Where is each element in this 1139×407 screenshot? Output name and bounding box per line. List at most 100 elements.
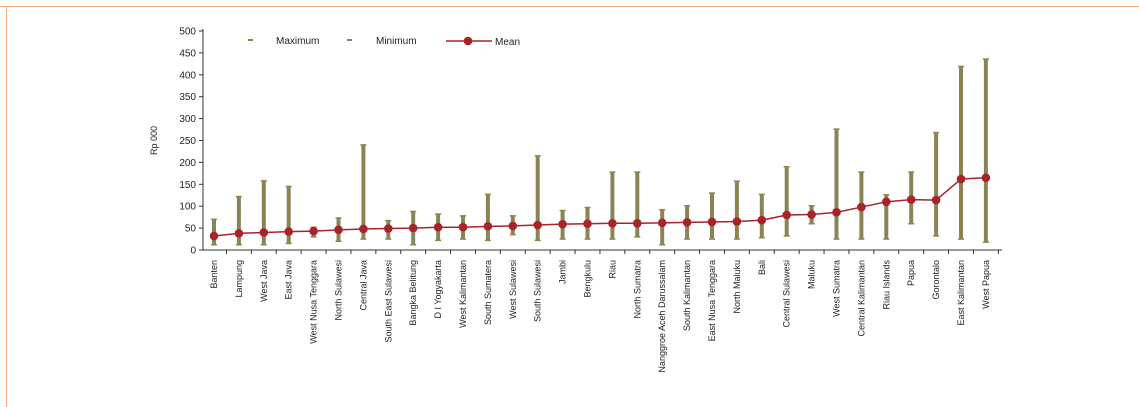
x-tick-label: North Sumatra	[632, 260, 642, 319]
x-tick-label: Nanggroe Aceh Darussalam	[657, 260, 667, 373]
y-tick-label: 200	[179, 158, 196, 169]
mean-point	[657, 218, 667, 228]
x-tick-label: South Sumatera	[483, 260, 493, 325]
mean-point	[334, 225, 343, 235]
mean-line	[213, 176, 986, 237]
mean-point	[533, 220, 542, 230]
mean-point	[906, 195, 916, 204]
mean-point	[558, 219, 567, 229]
mean-point	[782, 210, 791, 220]
y-tick-label: 300	[179, 114, 196, 125]
range-bar	[485, 194, 490, 241]
range-bar	[286, 186, 291, 244]
x-tick-label: South Kalimantan	[682, 260, 692, 331]
frame-left-border	[6, 6, 7, 407]
mean-point	[807, 210, 816, 219]
x-tick-label: North Maluku	[732, 260, 742, 314]
x-tick-label: East Kalimantan	[956, 260, 966, 326]
x-tick-label: West Sumatra	[832, 260, 842, 317]
x-tick-label: D I Yogyakarta	[433, 260, 443, 319]
range-bar	[934, 132, 939, 236]
range-bars	[211, 58, 989, 246]
x-tick-label: West Java	[259, 260, 269, 302]
mean-point	[857, 202, 866, 212]
range-bar	[236, 196, 241, 245]
x-tick-label: Bangka Belitung	[408, 260, 418, 326]
range-bar	[884, 194, 889, 240]
mean-point	[209, 231, 219, 241]
y-tick-label: 0	[190, 246, 196, 257]
y-tick-label: 500	[179, 27, 196, 38]
legend-max-label: Maximum	[276, 36, 319, 47]
x-tick-label: Bengkulu	[583, 260, 593, 298]
y-axis-title: Rp 000	[149, 126, 159, 155]
mean-point	[583, 219, 592, 229]
range-bar	[261, 180, 266, 245]
range-bar	[710, 193, 714, 240]
x-tick-label: Gorontalo	[931, 260, 941, 300]
range-bar	[734, 181, 739, 240]
x-tick-label: Lampung	[234, 260, 244, 298]
mean-point	[483, 222, 493, 231]
x-tick-label: East Java	[284, 260, 294, 300]
x-tick-label: Riau Islands	[881, 260, 891, 310]
legend: Maximum Minimum Mean	[248, 36, 520, 48]
range-bar	[959, 66, 963, 240]
x-tick-label: West Sulawesi	[508, 260, 518, 319]
mean-point	[832, 208, 841, 217]
legend-min-label: Minimum	[376, 36, 417, 47]
mean-point	[384, 224, 393, 233]
y-tick-label: 450	[179, 48, 196, 59]
range-bar	[610, 172, 615, 240]
x-tick-label: Maluku	[807, 260, 817, 289]
mean-point	[608, 218, 617, 228]
x-tick-label: Bali	[757, 260, 767, 275]
range-bar	[834, 129, 839, 240]
x-tick-label: Jambi	[558, 260, 568, 284]
range-bar	[635, 172, 640, 237]
mean-point	[359, 224, 368, 234]
mean-point	[284, 227, 294, 236]
x-tick-labels: Banten Lampung West Java East Java West Nusa…	[209, 260, 991, 373]
x-tick-label: Riau	[607, 260, 617, 279]
mean-point	[234, 229, 244, 238]
y-tick-label: 250	[179, 136, 196, 147]
x-tick-label: West Nusa Tenggara	[309, 260, 319, 344]
x-tick-label: South East Sulawesi	[383, 260, 393, 343]
legend-mean-label: Mean	[495, 37, 520, 48]
y-tick-label: 400	[179, 70, 196, 81]
mean-point	[259, 228, 269, 237]
mean-point	[458, 222, 468, 232]
mean-point	[956, 174, 966, 184]
mean-point	[757, 215, 767, 225]
mean-point	[732, 217, 742, 226]
x-tick-label: West Papua	[981, 260, 991, 309]
x-tick-label: Central Java	[358, 260, 368, 311]
x-tick-label: North Sulawesi	[334, 260, 344, 321]
mean-point	[408, 223, 418, 233]
mean-point	[508, 221, 518, 231]
x-tick-label: Central Kalimantan	[856, 260, 866, 337]
range-bar	[361, 144, 366, 240]
legend-mean-point	[463, 36, 473, 46]
mean-point	[682, 218, 692, 227]
mean-point	[882, 197, 891, 207]
x-tick-label: Central Sulawesi	[782, 260, 792, 328]
mean-point	[309, 226, 318, 236]
x-tick-label: South Sulawesi	[533, 260, 543, 322]
mean-point	[633, 218, 642, 228]
x-tick-label: West Kalimantan	[458, 260, 468, 328]
axes: 0 50 100 150 200 250 300 350 400 450 500 Rp 000	[149, 27, 1002, 257]
range-bar	[535, 155, 540, 241]
x-tick-label: Banten	[209, 260, 219, 289]
mean-series	[209, 173, 991, 241]
y-tick-label: 350	[179, 92, 196, 103]
mean-point	[981, 173, 991, 183]
range-bar	[660, 209, 665, 245]
mean-point	[433, 222, 443, 232]
frame-top-border	[0, 6, 1139, 7]
x-tick-label: East Nusa Tenggara	[707, 260, 717, 341]
mean-point	[707, 217, 717, 227]
